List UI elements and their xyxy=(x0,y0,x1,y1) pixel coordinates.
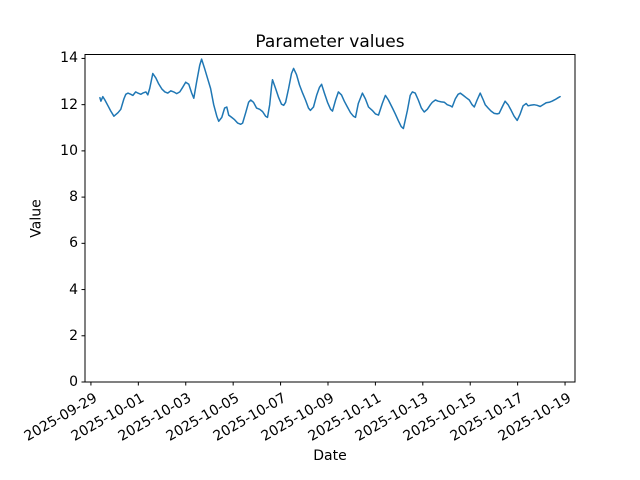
y-tick-label: 0 xyxy=(69,374,78,390)
axes-frame xyxy=(84,54,576,383)
y-tick-label: 2 xyxy=(69,327,78,344)
y-tick-label: 12 xyxy=(60,96,78,113)
x-axis-label: Date xyxy=(313,448,347,464)
y-tick-label: 8 xyxy=(69,189,78,206)
y-tick-label: 14 xyxy=(60,50,78,67)
y-tick-label: 6 xyxy=(69,235,78,252)
y-tick-label: 4 xyxy=(69,281,78,298)
y-tick-label: 10 xyxy=(60,142,78,159)
data-line-parameter-values xyxy=(99,58,561,130)
chart-title: Parameter values xyxy=(255,32,405,52)
